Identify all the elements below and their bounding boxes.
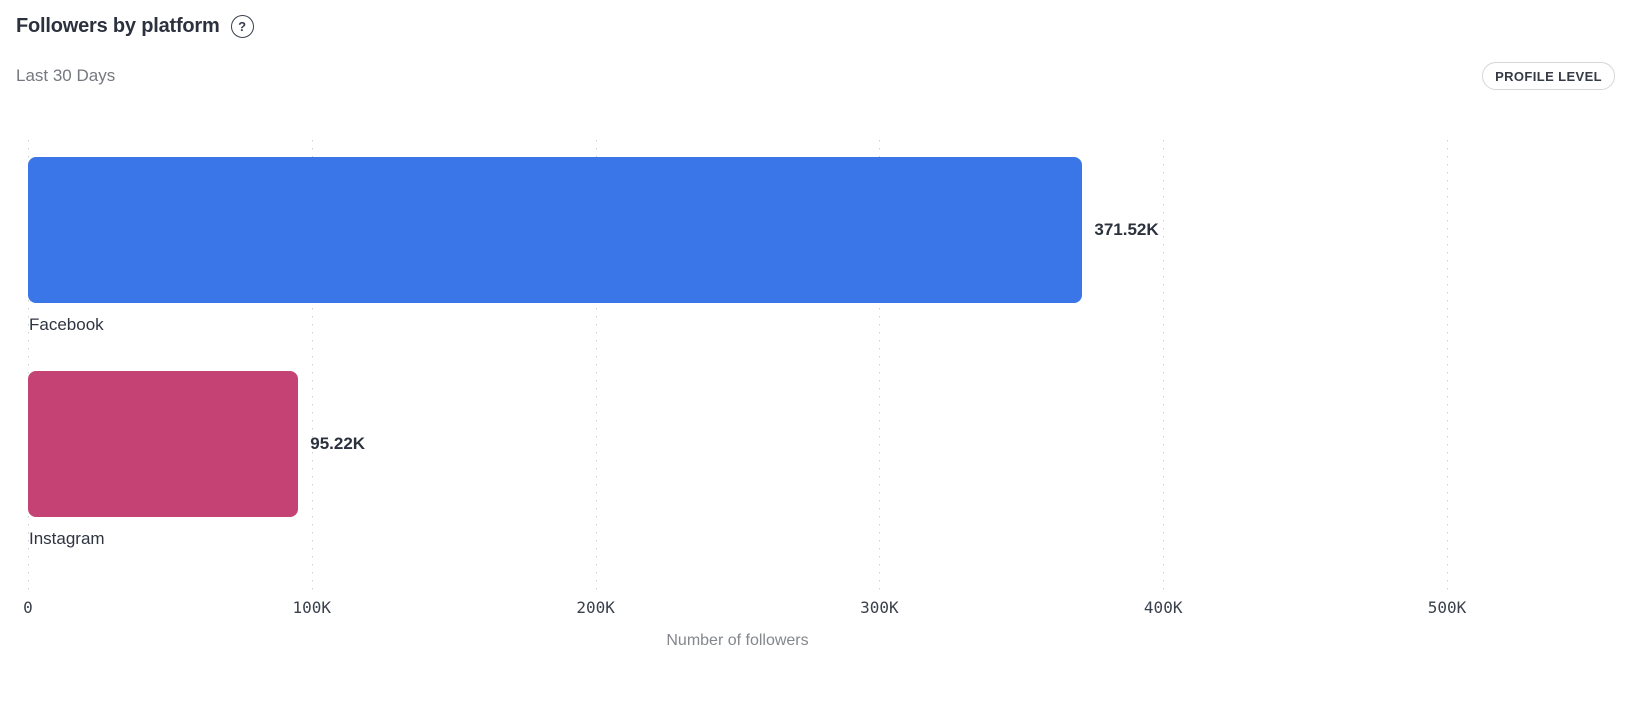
- bar-line: 371.52K: [28, 157, 1447, 303]
- instagram-bar[interactable]: [28, 371, 299, 517]
- gridline-0: [28, 140, 29, 595]
- x-axis-title: Number of followers: [666, 632, 809, 649]
- instagram-value-label: 95.22K: [310, 434, 366, 453]
- x-tick-label: 100K: [292, 598, 332, 617]
- title-row: Followers by platform ?: [16, 15, 1615, 38]
- help-icon[interactable]: ?: [230, 15, 254, 38]
- facebook-bar[interactable]: [28, 157, 1083, 303]
- gridline-500K: [1447, 140, 1448, 595]
- x-tick-label: 0: [23, 598, 33, 617]
- x-tick-label: 400K: [1143, 598, 1183, 617]
- chart-gridlines: [28, 140, 1448, 595]
- bar-row-instagram: 95.22K Instagram: [28, 371, 1447, 551]
- date-range-label: Last 30 Days: [16, 66, 116, 85]
- page-title: Followers by platform: [16, 15, 220, 37]
- gridline-200K: [595, 140, 597, 595]
- gridline-300K: [879, 140, 881, 595]
- facebook-category-label: Facebook: [29, 315, 104, 334]
- instagram-category-label: Instagram: [29, 529, 105, 548]
- x-tick-label: 300K: [860, 598, 899, 617]
- gridline-400K: [1163, 140, 1165, 595]
- bar-row-facebook: 371.52K Facebook: [28, 157, 1447, 337]
- card-header: Followers by platform ? Last 30 Days PRO…: [0, 0, 1634, 90]
- followers-bar-chart: 371.52K Facebook 95.22K Instagram Number of…: [23, 140, 1466, 660]
- facebook-value-label: 371.52K: [1094, 220, 1159, 239]
- x-tick-label: 200K: [576, 598, 615, 617]
- bar-line: 95.22K: [28, 371, 1447, 517]
- profile-level-badge[interactable]: PROFILE LEVEL: [1482, 62, 1615, 90]
- x-tick-label: 500K: [1427, 598, 1467, 617]
- chart-bars: 371.52K Facebook 95.22K Instagram: [28, 157, 1447, 585]
- gridline-100K: [311, 140, 313, 595]
- subtitle-row: Last 30 Days PROFILE LEVEL: [16, 62, 1615, 90]
